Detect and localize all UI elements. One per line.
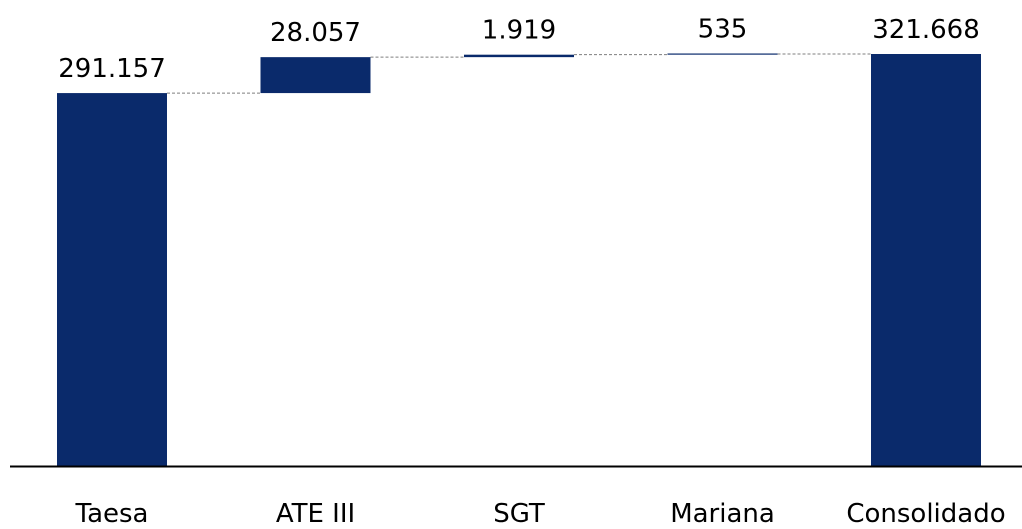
bar-sgt xyxy=(464,54,574,58)
category-label-sgt: SGT xyxy=(493,499,545,529)
category-label-mariana: Mariana xyxy=(670,499,775,529)
value-label-sgt: 1.919 xyxy=(482,16,556,46)
bars-group xyxy=(57,53,981,466)
value-label-mariana: 535 xyxy=(698,14,748,44)
value-labels-group: 291.157 28.057 1.919 535 321.668 xyxy=(58,14,980,84)
category-labels-group: Taesa ATE III SGT Mariana Consolidado xyxy=(75,499,1006,529)
value-label-consolidado: 321.668 xyxy=(872,15,980,45)
category-label-taesa: Taesa xyxy=(75,499,149,529)
bar-taesa xyxy=(57,93,167,466)
connector-lines xyxy=(167,53,871,94)
category-label-consolidado: Consolidado xyxy=(846,499,1005,529)
category-label-ate-iii: ATE III xyxy=(276,499,355,529)
value-label-ate-iii: 28.057 xyxy=(270,18,361,48)
value-label-taesa: 291.157 xyxy=(58,54,166,84)
bar-consolidado xyxy=(871,54,981,466)
bar-ate-iii xyxy=(260,57,371,94)
bar-mariana xyxy=(667,53,778,55)
